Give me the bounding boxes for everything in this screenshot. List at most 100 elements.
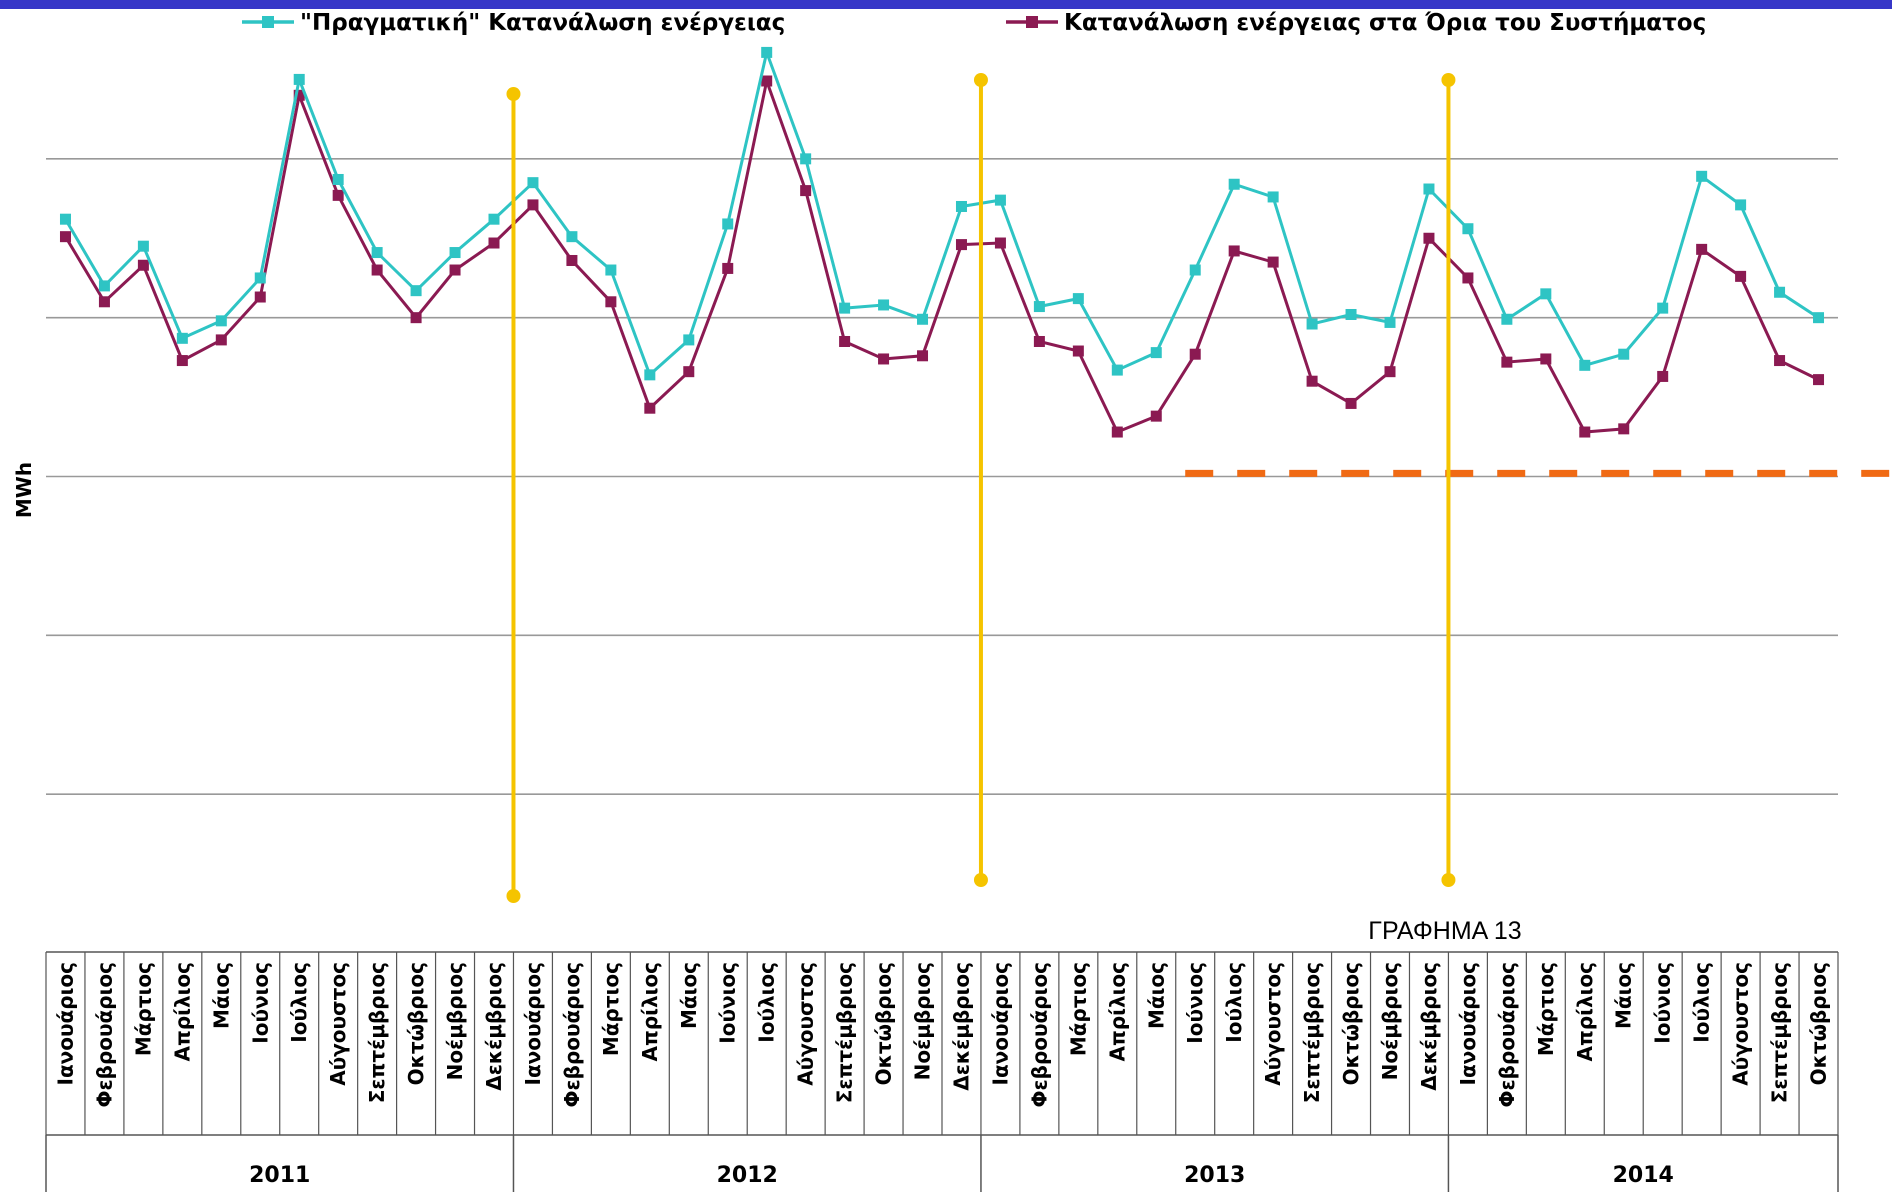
data-point bbox=[1735, 199, 1747, 211]
data-point bbox=[59, 213, 71, 225]
data-point bbox=[878, 299, 890, 311]
data-point bbox=[761, 75, 773, 87]
data-point bbox=[1423, 232, 1435, 244]
data-point bbox=[994, 194, 1006, 206]
month-tick-label: Ιανουάριος bbox=[54, 962, 78, 1086]
legend-entry: "Πραγματική" Κατανάλωση ενέργειας bbox=[242, 10, 785, 36]
month-tick-label: Φεβρουάριος bbox=[1495, 962, 1519, 1107]
month-tick-label: Φεβρουάριος bbox=[1027, 962, 1051, 1107]
data-point bbox=[410, 285, 422, 297]
data-point bbox=[1306, 375, 1318, 387]
month-tick-label: Μάρτιος bbox=[131, 962, 155, 1056]
data-point bbox=[371, 247, 383, 259]
data-point bbox=[644, 402, 656, 414]
month-tick-label: Δεκέμβριος bbox=[950, 962, 974, 1091]
legend-label: Κατανάλωση ενέργειας στα Όρια του Συστήμ… bbox=[1064, 10, 1706, 36]
data-point bbox=[449, 247, 461, 259]
legend-entry: Κατανάλωση ενέργειας στα Όρια του Συστήμ… bbox=[1006, 10, 1706, 36]
data-point bbox=[215, 315, 227, 327]
data-point bbox=[1423, 183, 1435, 195]
month-tick-label: Οκτώβριος bbox=[1339, 962, 1363, 1085]
year-label: 2012 bbox=[717, 1163, 778, 1188]
data-point bbox=[332, 173, 344, 185]
data-point bbox=[527, 177, 539, 189]
data-point bbox=[800, 185, 812, 197]
data-point bbox=[1462, 272, 1474, 284]
data-point bbox=[371, 264, 383, 276]
data-point bbox=[1189, 264, 1201, 276]
data-point bbox=[605, 264, 617, 276]
year-label: 2014 bbox=[1613, 1163, 1674, 1188]
series-2 bbox=[59, 75, 1825, 438]
data-point bbox=[176, 355, 188, 367]
data-point bbox=[1462, 223, 1474, 235]
data-point bbox=[1501, 313, 1513, 325]
data-point bbox=[1540, 288, 1552, 300]
data-point bbox=[955, 200, 967, 212]
month-tick-label: Αύγουστος bbox=[1261, 962, 1285, 1086]
data-point bbox=[1033, 335, 1045, 347]
data-point bbox=[917, 313, 929, 325]
month-tick-label: Απρίλιος bbox=[1573, 962, 1597, 1061]
data-point bbox=[293, 73, 305, 85]
month-tick-label: Οκτώβριος bbox=[1807, 962, 1831, 1085]
year-divider-marker bbox=[1441, 73, 1456, 887]
month-tick-label: Ιανουάριος bbox=[988, 962, 1012, 1086]
data-point bbox=[1696, 170, 1708, 182]
month-tick-label: Αύγουστος bbox=[794, 962, 818, 1086]
data-point bbox=[1072, 345, 1084, 357]
data-point bbox=[1189, 348, 1201, 360]
month-tick-label: Αύγουστος bbox=[326, 962, 350, 1086]
data-point bbox=[839, 302, 851, 314]
year-divider-marker bbox=[506, 87, 521, 903]
month-tick-label: Φεβρουάριος bbox=[92, 962, 116, 1107]
category-axis-table: Ιανουάριος Φεβρουάριος Μάρτιος Απρίλιος Μάιο… bbox=[45, 951, 1839, 1192]
legend: "Πραγματική" Κατανάλωση ενέργειας Κατανάλ… bbox=[242, 10, 1706, 36]
month-tick-label: Νοέμβριος bbox=[1378, 962, 1402, 1080]
month-tick-label: Σεπτέμβριος bbox=[1768, 962, 1792, 1103]
data-point bbox=[176, 332, 188, 344]
month-tick-label: Οκτώβριος bbox=[872, 962, 896, 1085]
month-tick-label: Μάιος bbox=[1144, 962, 1168, 1029]
data-point bbox=[917, 350, 929, 362]
data-point bbox=[449, 264, 461, 276]
data-point bbox=[488, 237, 500, 249]
data-point bbox=[98, 280, 110, 292]
month-tick-label: Φεβρουάριος bbox=[560, 962, 584, 1107]
data-point bbox=[254, 291, 266, 303]
month-tick-label: Σεπτέμβριος bbox=[365, 962, 389, 1103]
data-point bbox=[683, 334, 695, 346]
top-accent-bar bbox=[0, 0, 1892, 9]
data-point bbox=[994, 237, 1006, 249]
month-tick-label: Μάρτιος bbox=[599, 962, 623, 1056]
data-point bbox=[1657, 370, 1669, 382]
data-point bbox=[488, 213, 500, 225]
data-point bbox=[605, 296, 617, 308]
month-tick-label: Ιούλιος bbox=[1222, 962, 1246, 1043]
vertical-markers bbox=[506, 73, 1456, 903]
year-label: 2013 bbox=[1184, 1163, 1245, 1188]
data-point bbox=[1774, 286, 1786, 298]
data-point bbox=[722, 218, 734, 230]
data-point bbox=[878, 353, 890, 365]
data-point bbox=[1228, 178, 1240, 190]
data-point bbox=[1384, 366, 1396, 378]
data-point bbox=[955, 239, 967, 251]
month-tick-label: Απρίλιος bbox=[1105, 962, 1129, 1061]
month-tick-label: Ιούλιος bbox=[1690, 962, 1714, 1043]
data-point bbox=[1774, 355, 1786, 367]
month-tick-label: Νοέμβριος bbox=[911, 962, 935, 1080]
data-point bbox=[1111, 364, 1123, 376]
data-point bbox=[1735, 270, 1747, 282]
data-point bbox=[1150, 347, 1162, 359]
month-tick-label: Ιούλιος bbox=[287, 962, 311, 1043]
y-axis-label: MWh bbox=[12, 462, 36, 518]
data-point bbox=[1306, 318, 1318, 330]
data-point bbox=[1813, 374, 1825, 386]
data-point bbox=[1384, 316, 1396, 328]
data-point bbox=[1228, 245, 1240, 257]
month-tick-label: Οκτώβριος bbox=[404, 962, 428, 1085]
month-tick-label: Ιούνιος bbox=[1183, 962, 1207, 1044]
data-point bbox=[1033, 301, 1045, 313]
data-point bbox=[1150, 410, 1162, 422]
